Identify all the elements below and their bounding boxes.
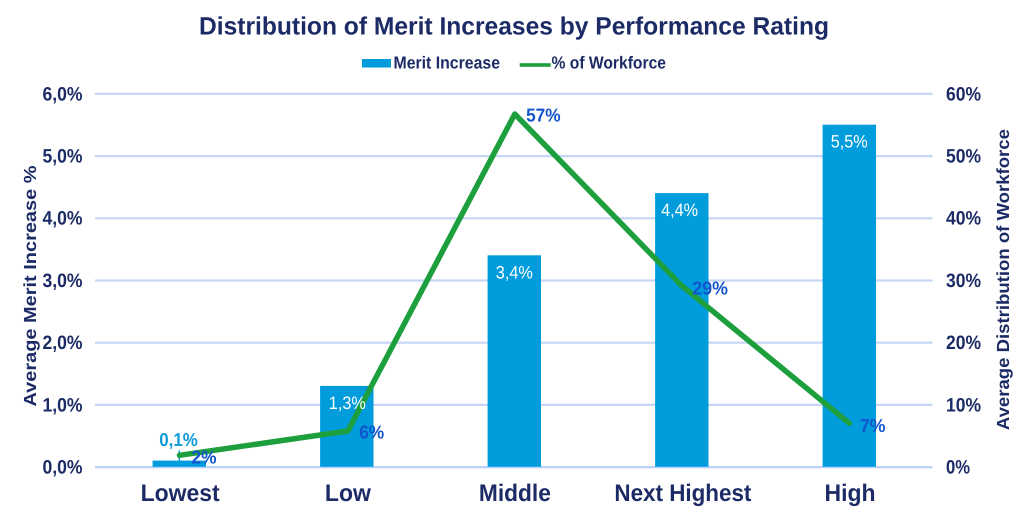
svg-text:4,4%: 4,4% bbox=[661, 200, 698, 220]
svg-text:1,3%: 1,3% bbox=[329, 393, 366, 413]
svg-text:2%: 2% bbox=[192, 447, 217, 468]
svg-text:3,0%: 3,0% bbox=[43, 270, 83, 292]
svg-text:Lowest: Lowest bbox=[141, 480, 220, 507]
svg-text:% of Workforce: % of Workforce bbox=[552, 53, 667, 73]
svg-text:10%: 10% bbox=[946, 394, 981, 416]
svg-text:Middle: Middle bbox=[479, 480, 551, 507]
svg-text:5,0%: 5,0% bbox=[43, 146, 83, 168]
svg-text:0,1%: 0,1% bbox=[159, 429, 198, 450]
svg-text:Average Merit Increase %: Average Merit Increase % bbox=[20, 165, 40, 406]
svg-text:20%: 20% bbox=[946, 332, 981, 354]
svg-text:Next Highest: Next Highest bbox=[614, 480, 751, 507]
svg-text:50%: 50% bbox=[946, 146, 981, 168]
svg-text:Merit Increase: Merit Increase bbox=[394, 53, 501, 73]
svg-text:High: High bbox=[825, 480, 876, 507]
svg-text:57%: 57% bbox=[526, 105, 561, 126]
svg-text:3,4%: 3,4% bbox=[496, 262, 533, 282]
svg-text:4,0%: 4,0% bbox=[43, 208, 83, 230]
svg-text:40%: 40% bbox=[946, 208, 981, 230]
svg-text:7%: 7% bbox=[860, 415, 886, 436]
svg-text:6,0%: 6,0% bbox=[43, 83, 83, 105]
svg-text:2,0%: 2,0% bbox=[43, 332, 83, 354]
svg-text:1,0%: 1,0% bbox=[43, 394, 83, 416]
svg-text:29%: 29% bbox=[692, 278, 728, 299]
svg-text:Distribution of Merit Increase: Distribution of Merit Increases by Perfo… bbox=[199, 12, 829, 40]
svg-text:5,5%: 5,5% bbox=[831, 132, 868, 152]
svg-text:30%: 30% bbox=[946, 270, 981, 292]
svg-text:6%: 6% bbox=[359, 421, 384, 442]
svg-text:Average Distribution of Workfo: Average Distribution of Workforce bbox=[993, 129, 1013, 430]
svg-text:60%: 60% bbox=[946, 83, 981, 105]
svg-text:0%: 0% bbox=[946, 457, 970, 479]
svg-text:0,0%: 0,0% bbox=[43, 457, 83, 479]
svg-text:Low: Low bbox=[325, 480, 371, 507]
